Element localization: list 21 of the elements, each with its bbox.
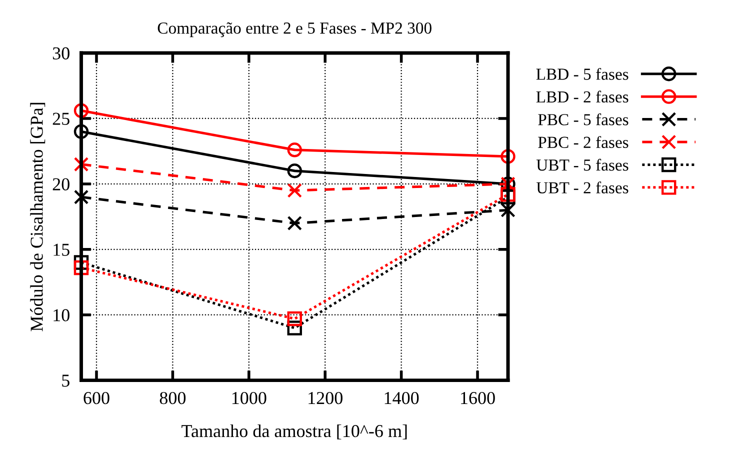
legend-label: LBD - 2 fases bbox=[536, 90, 628, 103]
legend-label: PBC - 5 fases bbox=[538, 113, 628, 126]
legend-label: UBT - 5 fases bbox=[536, 158, 628, 171]
y-tick-label: 30 bbox=[52, 47, 70, 60]
x-tick-label: 1400 bbox=[384, 392, 419, 404]
legend-label: PBC - 2 fases bbox=[538, 136, 628, 148]
y-tick-label: 25 bbox=[52, 112, 70, 125]
x-tick-label: 1200 bbox=[308, 392, 342, 404]
y-tick-label: 15 bbox=[54, 244, 70, 256]
chart-title: Comparação entre 2 e 5 Fases - MP2 300 bbox=[158, 22, 432, 38]
x-tick-label: 600 bbox=[84, 392, 110, 404]
y-tick-label: 20 bbox=[52, 178, 70, 190]
x-tick-label: 1600 bbox=[461, 392, 495, 404]
legend-label: LBD - 5 fases bbox=[536, 68, 628, 80]
legend-label: UBT - 2 fases bbox=[536, 182, 628, 194]
y-tick-label: 10 bbox=[54, 309, 70, 322]
x-tick-label: 800 bbox=[160, 392, 186, 404]
y-axis-title: Módulo de Cisalhamento [GPa] bbox=[30, 102, 46, 332]
y-tick-label: 5 bbox=[62, 374, 70, 387]
x-tick-label: 1000 bbox=[232, 392, 266, 404]
x-axis-title: Tamanho da amostra [10^-6 m] bbox=[182, 424, 407, 440]
